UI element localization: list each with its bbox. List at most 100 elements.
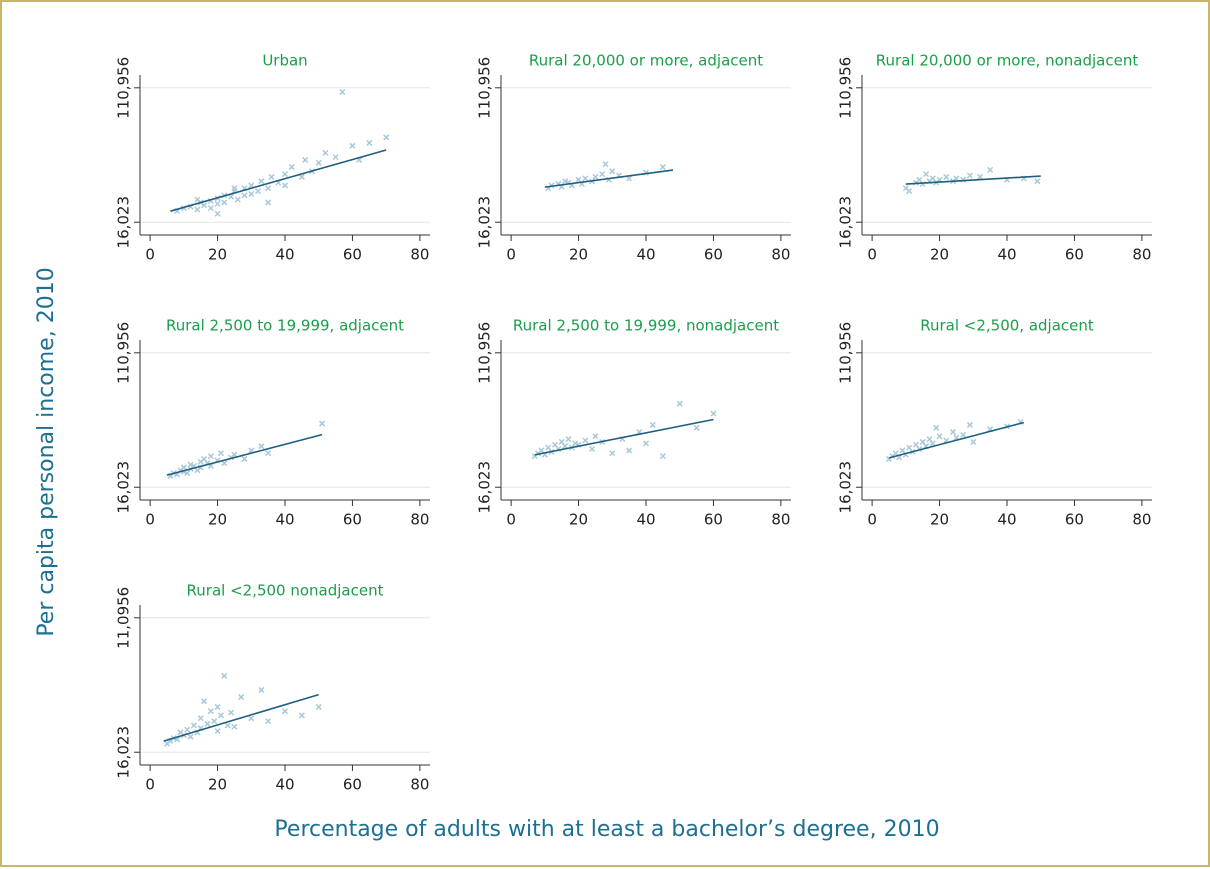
point — [592, 433, 599, 440]
x-tick-label: 40 — [275, 776, 294, 794]
point — [187, 733, 194, 740]
point — [194, 196, 201, 203]
x-tick-label: 80 — [771, 511, 790, 529]
x-tick-label: 40 — [275, 511, 294, 529]
point — [221, 460, 228, 467]
x-tick-label: 60 — [343, 246, 362, 264]
point — [281, 182, 289, 189]
x-tick-label: 80 — [410, 246, 429, 264]
x-tick-label: 20 — [208, 246, 227, 264]
y-tick-label: 110,956 — [837, 57, 855, 119]
x-tick-label: 20 — [930, 246, 949, 264]
y-tick-label: 16,023 — [115, 196, 133, 249]
y-axis-label: Per capita personal income, 2010 — [34, 267, 59, 636]
point — [599, 171, 606, 178]
x-tick-label: 0 — [145, 511, 155, 529]
x-tick-label: 0 — [867, 511, 877, 529]
y-tick-label: 16,023 — [115, 726, 133, 779]
x-tick-label: 40 — [997, 511, 1016, 529]
point — [214, 727, 221, 735]
point — [197, 715, 204, 722]
fit-line — [888, 421, 1025, 459]
point — [349, 142, 356, 149]
x-tick-label: 40 — [275, 246, 294, 264]
point — [258, 443, 265, 450]
point — [288, 164, 295, 171]
x-tick-label: 20 — [208, 511, 227, 529]
point — [642, 440, 650, 447]
point — [602, 161, 609, 168]
y-tick-label: 16,023 — [115, 461, 133, 514]
y-tick-label: 110,956 — [115, 322, 133, 384]
point — [214, 200, 221, 207]
point — [582, 175, 589, 182]
point — [281, 708, 289, 715]
panel-title: Rural <2,500, adjacent — [920, 317, 1094, 335]
y-tick-label: 110,956 — [476, 57, 494, 119]
fit-line — [905, 175, 1041, 185]
point — [710, 410, 717, 417]
point — [298, 712, 305, 719]
y-tick-label: 110,956 — [837, 322, 855, 384]
point — [589, 445, 596, 453]
x-tick-label: 20 — [569, 246, 588, 264]
point — [1034, 178, 1041, 185]
panel-title: Rural <2,500 nonadjacent — [187, 582, 384, 600]
point — [268, 173, 275, 180]
point — [241, 192, 248, 199]
x-tick-label: 60 — [704, 246, 723, 264]
point — [953, 175, 960, 182]
point — [572, 440, 579, 447]
point — [265, 199, 272, 206]
point — [626, 447, 633, 454]
point — [234, 196, 241, 203]
point — [960, 431, 967, 438]
point — [659, 453, 666, 460]
x-tick-label: 20 — [930, 511, 949, 529]
point — [241, 455, 248, 462]
point — [319, 420, 326, 427]
y-tick-label: 11,0956 — [115, 587, 133, 649]
fit-line — [544, 169, 674, 188]
panel-title: Rural 20,000 or more, adjacent — [529, 52, 763, 70]
point — [582, 437, 589, 444]
point — [190, 722, 197, 729]
x-tick-label: 0 — [506, 511, 516, 529]
x-tick-label: 20 — [569, 511, 588, 529]
point — [258, 178, 265, 185]
point — [228, 709, 235, 716]
point — [238, 694, 245, 701]
point — [224, 722, 231, 729]
point — [258, 686, 265, 693]
panel-title: Rural 20,000 or more, nonadjacent — [876, 52, 1139, 70]
panel-title: Urban — [262, 52, 307, 70]
x-tick-label: 20 — [208, 776, 227, 794]
point — [929, 440, 936, 447]
x-tick-label: 60 — [343, 776, 362, 794]
fit-line — [163, 693, 319, 742]
point — [184, 726, 191, 733]
point — [906, 188, 913, 195]
point — [923, 171, 930, 178]
x-tick-label: 80 — [410, 511, 429, 529]
x-tick-label: 0 — [506, 246, 516, 264]
x-tick-label: 0 — [867, 246, 877, 264]
x-tick-label: 40 — [636, 246, 655, 264]
y-tick-label: 16,023 — [837, 461, 855, 514]
y-tick-label: 110,956 — [115, 57, 133, 119]
point — [201, 202, 208, 209]
point — [987, 166, 994, 173]
point — [565, 436, 572, 443]
x-tick-label: 0 — [145, 776, 155, 794]
point — [194, 206, 201, 213]
point — [332, 154, 339, 161]
point — [207, 205, 214, 212]
point — [221, 672, 228, 679]
point — [204, 720, 211, 727]
fit-line — [534, 418, 714, 456]
y-tick-label: 110,956 — [476, 322, 494, 384]
point — [265, 450, 272, 457]
point — [976, 173, 984, 180]
